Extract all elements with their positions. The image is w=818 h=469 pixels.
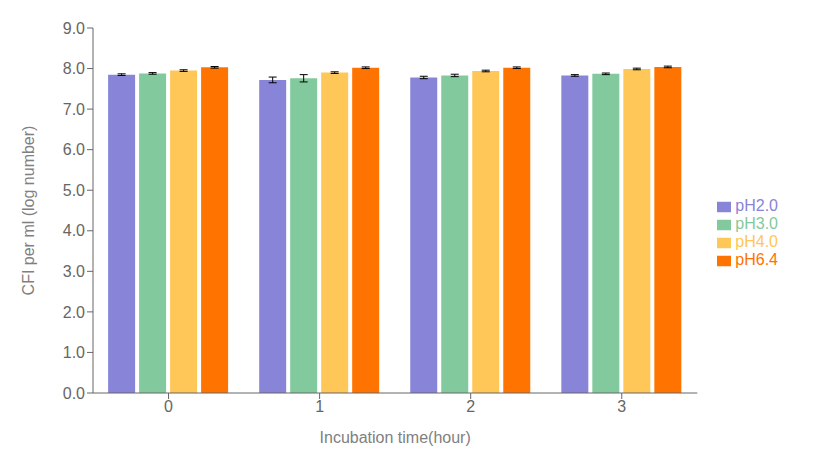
svg-text:9.0: 9.0 <box>63 20 85 37</box>
svg-text:3: 3 <box>617 398 626 415</box>
svg-text:2.0: 2.0 <box>63 304 85 321</box>
svg-text:3.0: 3.0 <box>63 263 85 280</box>
html-text:pH6.4: pH6.4 <box>735 251 778 268</box>
svg-text:CFI per ml (log number): CFI per ml (log number) <box>20 126 37 296</box>
svg-text:1.0: 1.0 <box>63 344 85 361</box>
html-text:pH2.0: pH2.0 <box>735 197 778 214</box>
svg-text:8.0: 8.0 <box>63 60 85 77</box>
svg-text:4.0: 4.0 <box>63 222 85 239</box>
svg-text:5.0: 5.0 <box>63 182 85 199</box>
html-text:pH3.0: pH3.0 <box>735 215 778 232</box>
svg-text:0: 0 <box>164 398 173 415</box>
svg-text:2: 2 <box>466 398 475 415</box>
svg-text:1: 1 <box>315 398 324 415</box>
svg-text:7.0: 7.0 <box>63 101 85 118</box>
html-text:pH4.0: pH4.0 <box>735 233 778 250</box>
svg-text:Incubation time(hour): Incubation time(hour) <box>320 429 471 446</box>
svg-text:0.0: 0.0 <box>63 385 85 402</box>
svg-text:6.0: 6.0 <box>63 141 85 158</box>
